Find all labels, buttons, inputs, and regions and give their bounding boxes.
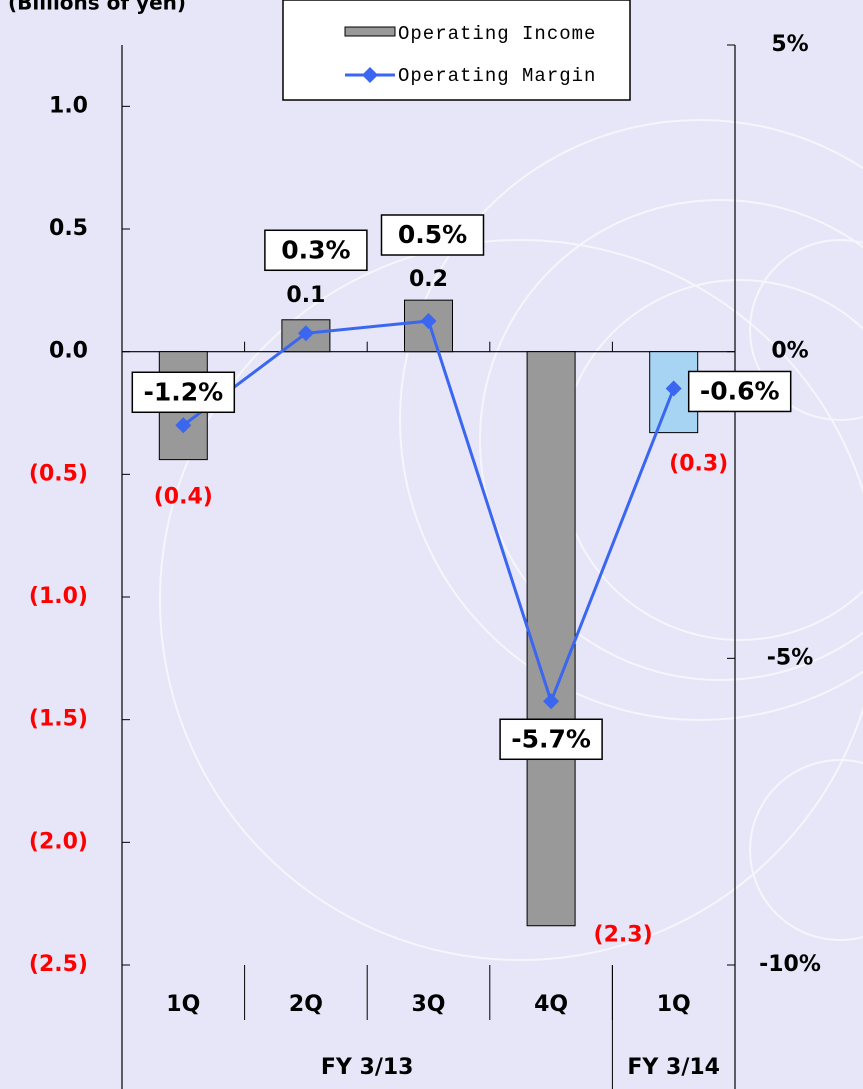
legend-marker	[362, 67, 378, 83]
margin-marker	[543, 693, 560, 710]
y-tick-label: 0.0	[49, 339, 88, 364]
x-tick-label: 2Q	[289, 992, 323, 1017]
bar	[526, 351, 576, 927]
bar-value-label: (0.4)	[154, 485, 213, 510]
margin-value-label: 0.5%	[398, 220, 467, 249]
legend-label: Operating Margin	[398, 65, 596, 87]
x-tick-label: 3Q	[411, 992, 445, 1017]
margin-value-label: -1.2%	[143, 377, 223, 406]
y-tick-label: (0.5)	[29, 461, 88, 486]
margin-label-box	[264, 229, 368, 272]
bar-value-label: 0.1	[286, 283, 325, 308]
margin-value-label: 0.3%	[281, 235, 350, 264]
unit-label: (Billions of yen)	[8, 0, 186, 15]
bar-value-label: 0.2	[409, 267, 448, 292]
margin-value-label: -0.6%	[700, 376, 780, 405]
margin-marker	[665, 380, 682, 397]
margin-marker	[175, 417, 192, 434]
margin-label-box	[499, 718, 603, 761]
y2-tick-label: 5%	[771, 32, 808, 57]
legend	[282, 0, 631, 101]
x-tick-label: 1Q	[166, 992, 200, 1017]
group-label: FY 3/13	[321, 1055, 414, 1080]
x-tick-label: 4Q	[534, 992, 568, 1017]
y-tick-label: (1.5)	[29, 707, 88, 732]
y-tick-label: (1.0)	[29, 584, 88, 609]
y2-tick-label: -5%	[767, 645, 813, 670]
margin-marker	[420, 313, 437, 329]
margin-label-box	[687, 370, 792, 413]
bar-value-label: (0.3)	[669, 452, 728, 477]
margin-value-label: -5.7%	[511, 724, 591, 753]
x-tick-label: 1Q	[657, 992, 691, 1017]
margin-marker	[297, 325, 314, 342]
y-tick-label: 1.0	[49, 93, 88, 118]
y2-tick-label: 0%	[771, 339, 808, 364]
y2-tick-label: -10%	[759, 952, 821, 977]
y-tick-label: (2.0)	[29, 829, 88, 854]
y-tick-label: 0.5	[49, 216, 88, 241]
legend-label: Operating Income	[398, 23, 596, 45]
margin-label-box	[380, 214, 485, 256]
group-label: FY 3/14	[627, 1055, 720, 1080]
y-tick-label: (2.5)	[29, 952, 88, 977]
bar	[404, 299, 453, 353]
bar-value-label: (2.3)	[594, 923, 653, 948]
margin-line	[182, 319, 676, 706]
legend-bar-swatch	[344, 26, 396, 37]
margin-label-box	[131, 371, 236, 414]
